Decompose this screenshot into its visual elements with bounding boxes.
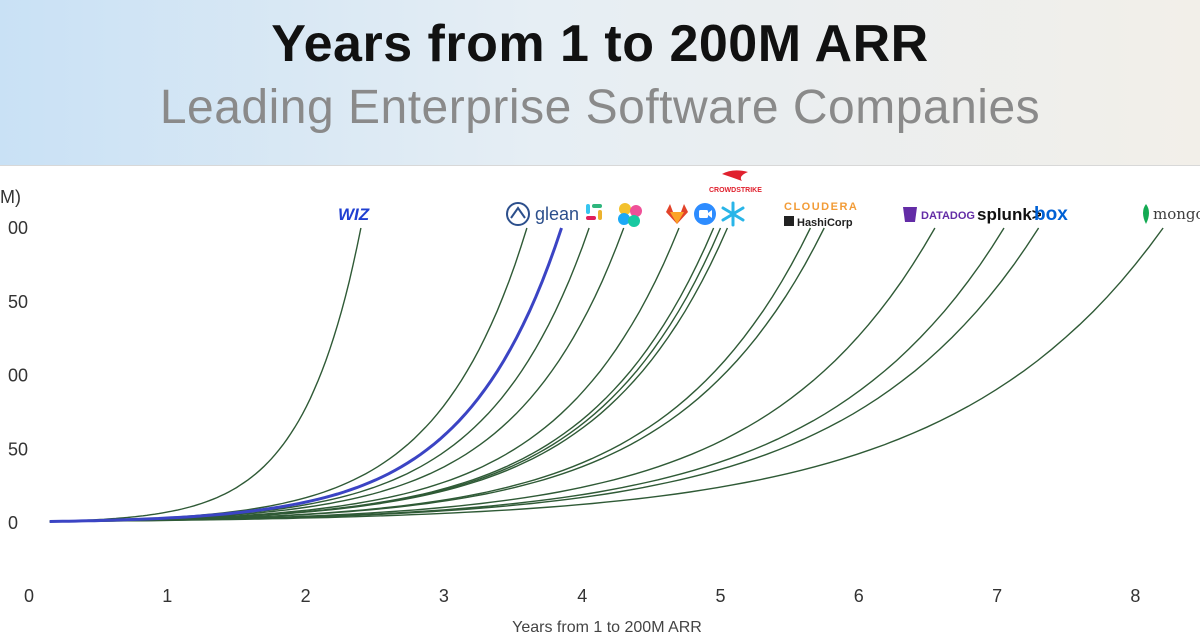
datadog-logo-text: DATADOG xyxy=(921,210,975,222)
crowdstrike-logo: CROWDSTRIKE xyxy=(709,170,762,194)
x-tick-label: 0 xyxy=(24,586,34,606)
mongodb-logo: mongoD xyxy=(1143,204,1200,224)
y-axis: 0 50 00 50 00 xyxy=(8,218,28,533)
x-tick-label: 4 xyxy=(577,586,587,606)
snowflake-icon xyxy=(721,201,745,227)
series-line-gitlab xyxy=(49,227,680,523)
glean-icon xyxy=(506,202,530,226)
x-tick-label: 1 xyxy=(162,586,172,606)
series-line-slack xyxy=(49,227,590,523)
header-banner: Years from 1 to 200M ARR Leading Enterpr… xyxy=(0,0,1200,166)
mongodb-icon xyxy=(1143,204,1149,224)
series-line-mongodb xyxy=(49,227,1164,523)
x-tick-label: 7 xyxy=(992,586,1002,606)
glean-icon-mark xyxy=(510,206,526,219)
glean-logo: glean xyxy=(506,202,579,226)
page-title: Years from 1 to 200M ARR xyxy=(271,15,929,73)
x-tick-label: 6 xyxy=(854,586,864,606)
series-line-snowflake xyxy=(49,227,729,523)
hashicorp-logo-text: HashiCorp xyxy=(797,217,853,229)
gitlab-icon-inner xyxy=(670,212,684,224)
crowdstrike-logo-text: CROWDSTRIKE xyxy=(709,187,762,194)
x-tick-label: 5 xyxy=(715,586,725,606)
wiz-logo: WIZ xyxy=(338,205,370,224)
mongodb-logo-text: mongoD xyxy=(1153,205,1200,223)
datadog-logo: DATADOG xyxy=(903,207,975,222)
series-line-elastic xyxy=(49,227,625,523)
x-tick-label: 2 xyxy=(301,586,311,606)
box-logo: box xyxy=(1034,204,1068,225)
x-tick-label: 3 xyxy=(439,586,449,606)
series-line-splunk xyxy=(49,227,1005,523)
series-line-crowdstrike xyxy=(49,227,722,523)
y-tick-label: 00 xyxy=(8,366,28,386)
slack-icon xyxy=(586,204,602,220)
series-line-glean xyxy=(49,227,563,523)
x-axis: 0 1 2 3 4 5 6 7 8 xyxy=(24,586,1140,606)
elastic-icon xyxy=(618,203,642,227)
y-tick-label: 0 xyxy=(8,513,18,533)
x-tick-label: 8 xyxy=(1130,586,1140,606)
series-line-cloudera xyxy=(49,227,812,523)
y-axis-label: M) xyxy=(0,187,21,207)
y-tick-label: 00 xyxy=(8,218,28,238)
series-line-hashicorp xyxy=(49,227,825,523)
y-tick-label: 50 xyxy=(8,439,28,459)
crowdstrike-icon xyxy=(722,170,748,181)
page-subtitle: Leading Enterprise Software Companies xyxy=(159,81,1041,134)
splunk-logo: splunk> xyxy=(977,205,1042,224)
hashicorp-logo: HashiCorp xyxy=(784,216,853,229)
zoom-icon xyxy=(694,203,716,225)
series-line-wiz xyxy=(49,227,362,523)
arr-growth-chart: 0 50 00 50 00 0 1 2 3 4 5 6 7 8 WIZ glean xyxy=(0,170,1200,636)
series-lines xyxy=(49,227,1164,523)
cloudera-logo: CLOUDERA xyxy=(784,201,858,213)
y-tick-label: 50 xyxy=(8,292,28,312)
company-logos: WIZ glean xyxy=(338,170,1200,229)
series-line-datadog xyxy=(49,227,936,523)
hashicorp-icon xyxy=(784,216,794,226)
glean-logo-text: glean xyxy=(535,204,579,224)
x-axis-label: Years from 1 to 200M ARR xyxy=(512,619,702,636)
datadog-icon xyxy=(903,207,917,222)
